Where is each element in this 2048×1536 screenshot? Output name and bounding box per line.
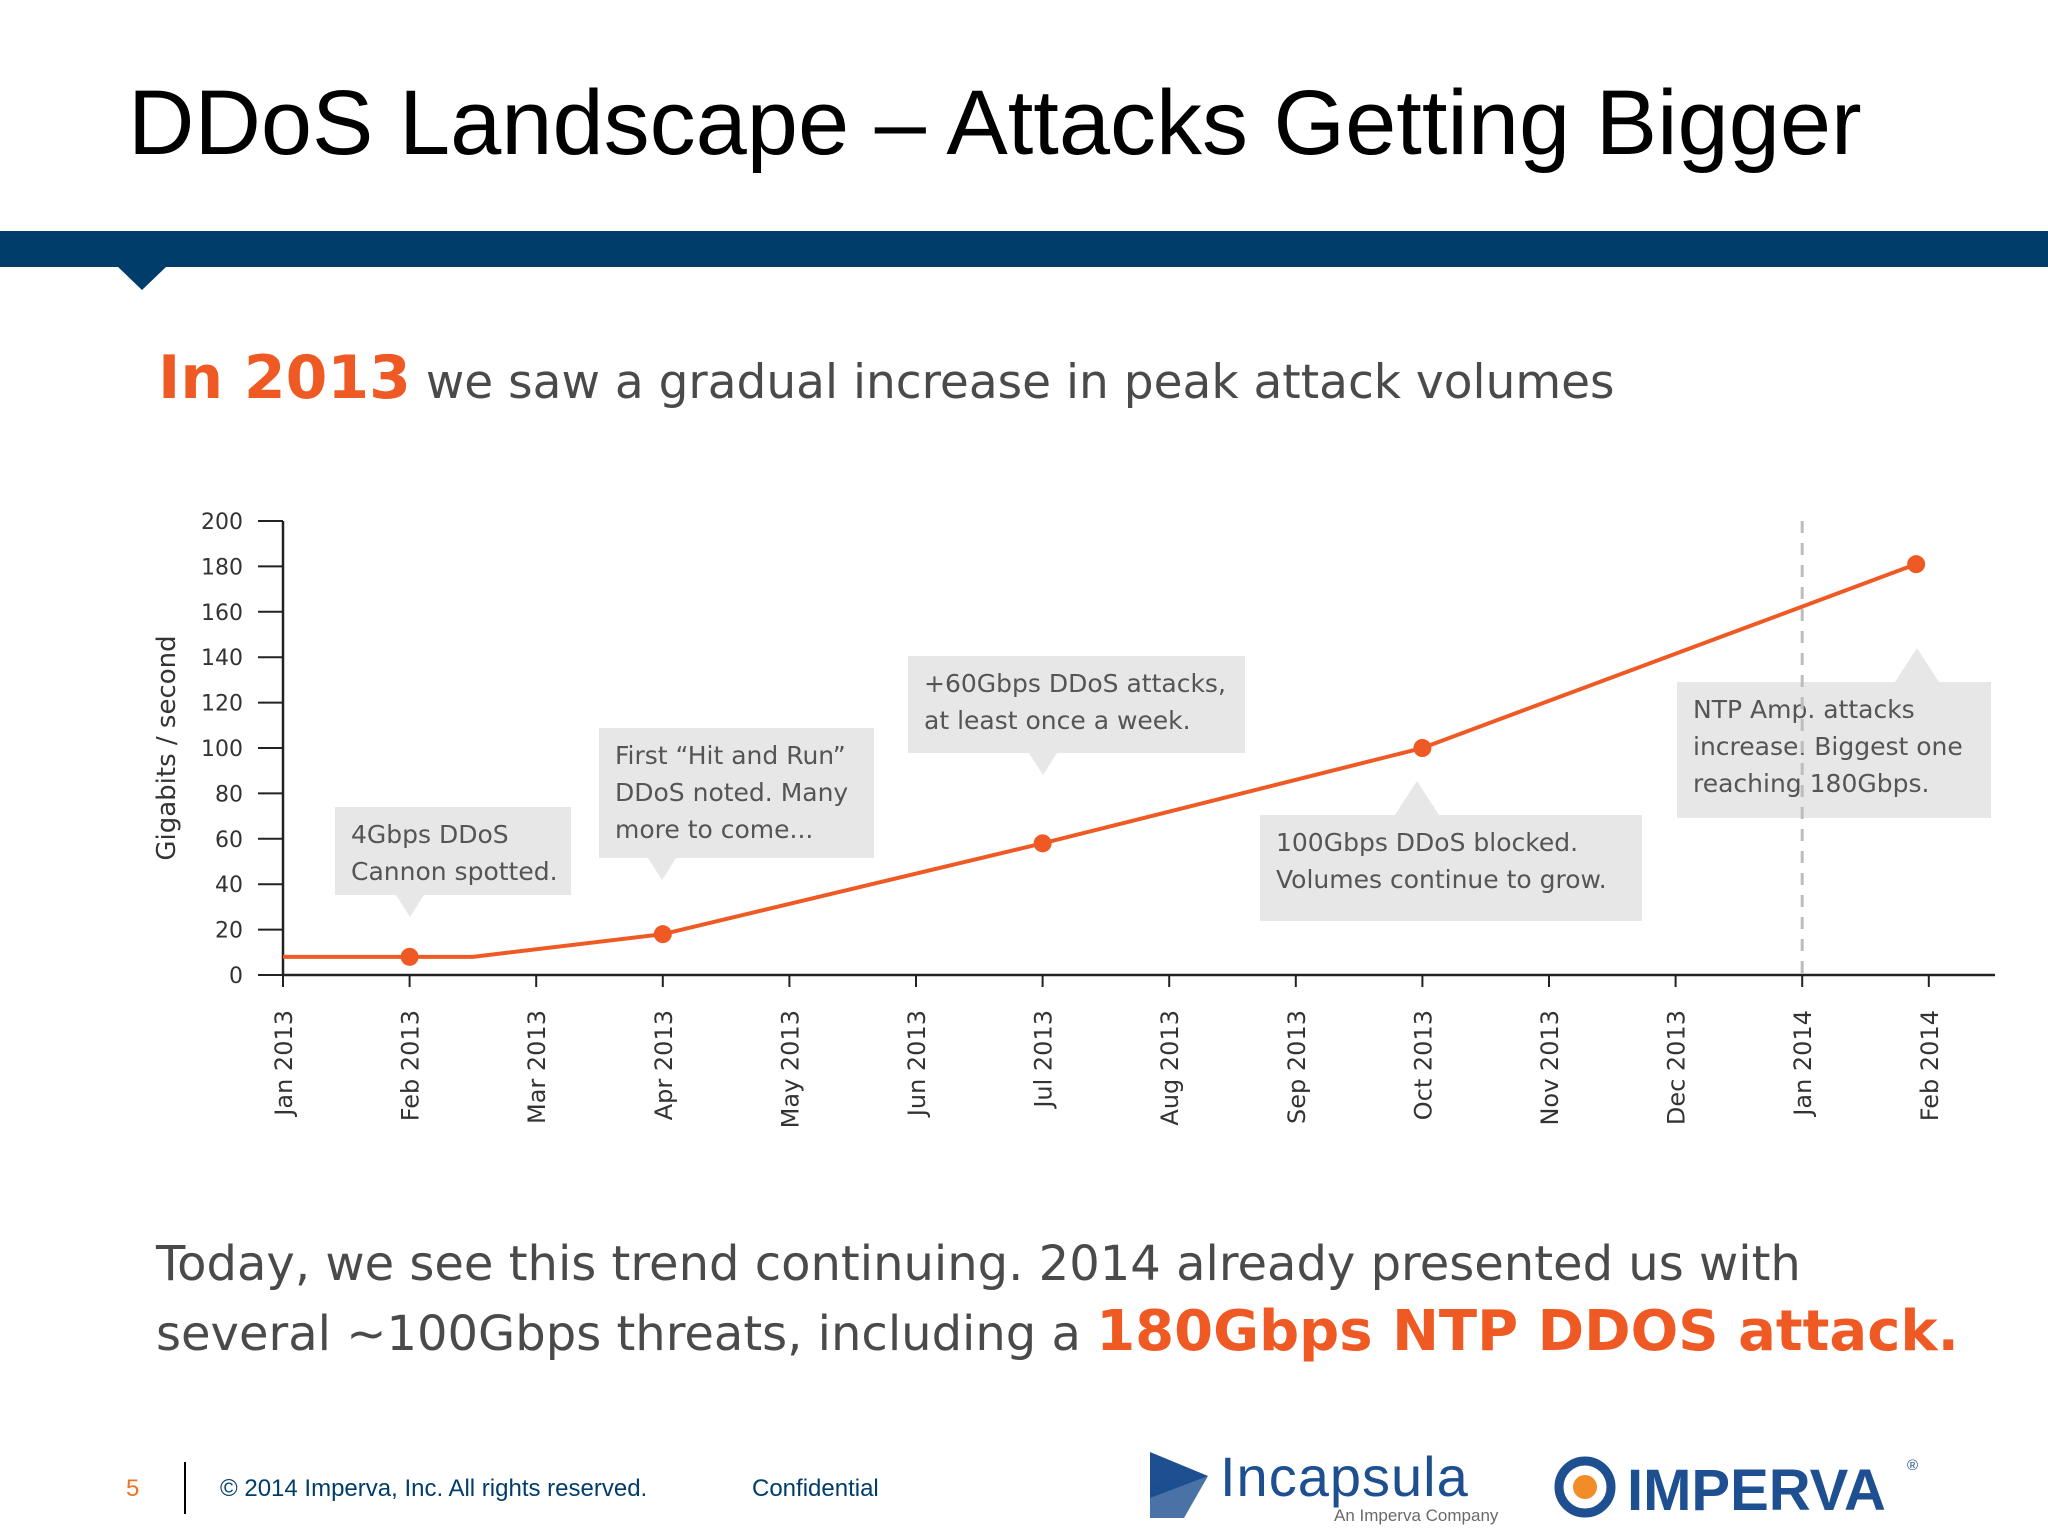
annotation-text: Volumes continue to grow. [1276, 865, 1607, 894]
annotation-1: 4Gbps DDoS Cannon spotted. [335, 807, 571, 917]
y-tick-label-40: 40 [215, 873, 243, 898]
incapsula-logo: Incapsula An Imperva Company [1148, 1445, 1508, 1528]
data-point-apr-2013 [653, 925, 672, 944]
chart-axes: 0 20 40 60 80 100 120 140 160 180 200 Jan 2013 Feb 2… [201, 510, 1995, 1128]
x-tick-label-mar-2013: Mar 2013 [523, 1010, 551, 1124]
data-point-feb-2013 [400, 947, 419, 966]
x-tick-label-oct-2013: Oct 2013 [1409, 1010, 1437, 1120]
annotation-2: First “Hit and Run” DDoS noted. Many more … [599, 728, 874, 880]
y-axis-label: Gigabits / second [152, 635, 182, 860]
annotation-box [1677, 682, 1991, 818]
annotation-text: more to come... [615, 815, 813, 844]
x-tick-label-jan-2013: Jan 2013 [270, 1010, 298, 1118]
annotation-text: reaching 180Gbps. [1693, 769, 1929, 798]
y-tick-label-60: 60 [215, 828, 243, 853]
annotation-box [599, 728, 874, 858]
incapsula-tagline: An Imperva Company [1334, 1506, 1499, 1525]
annotation-text: First “Hit and Run” [615, 741, 846, 770]
x-tick-label-jun-2013: Jun 2013 [903, 1010, 931, 1118]
x-tick-label-sep-2013: Sep 2013 [1283, 1010, 1311, 1124]
annotation-pointer [396, 895, 424, 917]
x-tick-label-apr-2013: Apr 2013 [650, 1010, 678, 1120]
x-tick-label-aug-2013: Aug 2013 [1156, 1010, 1184, 1126]
series-markers [400, 555, 1926, 966]
page-number: 5 [126, 1475, 140, 1502]
x-tick-label-feb-2013: Feb 2013 [397, 1010, 425, 1121]
chart-annotations: 4Gbps DDoS Cannon spotted. First “Hit and … [335, 648, 1991, 921]
annotation-5: NTP Amp. attacks increase. Biggest one rea… [1677, 648, 1991, 818]
annotation-text: +60Gbps DDoS attacks, [924, 669, 1226, 698]
footer-divider [184, 1462, 186, 1514]
peak-attack-volume-chart: 4Gbps DDoS Cannon spotted. First “Hit and … [152, 510, 1995, 1128]
summary-text-highlight: 180Gbps NTP DDOS attack. [1096, 1299, 1959, 1364]
y-tick-label-200: 200 [201, 510, 243, 535]
annotation-text: NTP Amp. attacks [1693, 695, 1915, 724]
annotation-pointer [1029, 753, 1057, 775]
imperva-wordmark: IMPERVA [1627, 1458, 1886, 1523]
title-bar [0, 231, 2048, 267]
imperva-registered-mark: ® [1907, 1457, 1919, 1474]
confidential-label: Confidential [752, 1475, 879, 1502]
data-point-jul-2013 [1033, 834, 1052, 853]
y-tick-label-140: 140 [201, 646, 243, 671]
chart-headline: In 2013 we saw a gradual increase in pea… [158, 338, 1615, 423]
x-tick-label-jul-2013: Jul 2013 [1030, 1010, 1058, 1110]
data-point-feb-2014 [1907, 555, 1926, 574]
imperva-ring-icon [1554, 1456, 1616, 1518]
y-tick-label-160: 160 [201, 601, 243, 626]
slide-title: DDoS Landscape – Attacks Getting Bigger [128, 72, 1862, 174]
annotation-box [908, 656, 1245, 753]
summary-text: Today, we see this trend continuing. 201… [156, 1230, 1976, 1368]
y-tick-label-0: 0 [229, 964, 243, 989]
y-tick-label-80: 80 [215, 782, 243, 807]
annotation-pointer [1895, 648, 1939, 682]
y-tick-label-20: 20 [215, 919, 243, 944]
y-tick-label-100: 100 [201, 737, 243, 762]
annotation-box [1260, 815, 1642, 921]
annotation-text: at least once a week. [924, 706, 1191, 735]
incapsula-wordmark: Incapsula [1220, 1445, 1469, 1508]
imperva-logo: IMPERVA ® [1553, 1455, 1918, 1525]
y-tick-label-180: 180 [201, 555, 243, 580]
data-point-oct-2013 [1413, 739, 1432, 757]
annotation-3: +60Gbps DDoS attacks, at least once a wee… [908, 656, 1245, 775]
x-tick-label-jan-2014: Jan 2014 [1789, 1010, 1817, 1118]
copyright-text: © 2014 Imperva, Inc. All rights reserved… [220, 1475, 648, 1502]
annotation-text: 4Gbps DDoS [351, 820, 509, 849]
annotation-text: Cannon spotted. [351, 857, 558, 886]
annotation-4: 100Gbps DDoS blocked. Volumes continue to… [1260, 781, 1642, 921]
headline-year: In 2013 [158, 343, 411, 413]
series-line [283, 562, 1917, 959]
x-tick-label-dec-2013: Dec 2013 [1663, 1010, 1691, 1125]
annotation-pointer [648, 858, 676, 880]
headline-rest: we saw a gradual increase in peak attack… [410, 355, 1615, 410]
annotation-box [335, 807, 571, 895]
annotation-pointer [1395, 781, 1439, 815]
x-tick-label-feb-2014: Feb 2014 [1916, 1010, 1944, 1121]
y-tick-label-120: 120 [201, 692, 243, 717]
annotation-text: 100Gbps DDoS blocked. [1276, 828, 1578, 857]
summary-text-body: Today, we see this trend continuing. 201… [156, 1236, 1801, 1362]
title-bar-notch [117, 266, 167, 290]
x-tick-label-may-2013: May 2013 [776, 1010, 804, 1128]
x-tick-label-nov-2013: Nov 2013 [1536, 1010, 1564, 1126]
annotation-text: increase. Biggest one [1693, 732, 1963, 761]
incapsula-arrow-icon [1150, 1452, 1208, 1518]
annotation-text: DDoS noted. Many [615, 778, 848, 807]
